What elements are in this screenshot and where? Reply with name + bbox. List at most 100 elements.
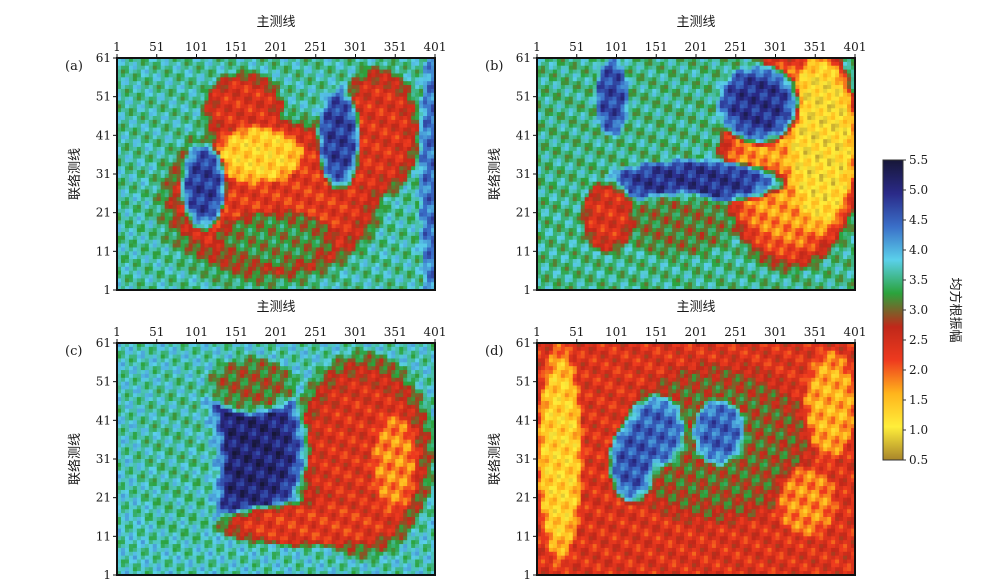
heat-cell xyxy=(371,174,376,178)
heat-cell xyxy=(133,70,138,74)
heat-cell xyxy=(356,93,361,97)
heat-cell xyxy=(340,139,345,143)
heat-cell xyxy=(260,128,265,132)
heat-cell xyxy=(383,178,388,182)
heat-cell xyxy=(200,124,205,128)
heat-cell xyxy=(344,282,349,286)
heat-cell xyxy=(133,267,138,271)
heat-cell xyxy=(181,62,186,66)
heat-cell xyxy=(216,62,221,66)
heat-cell xyxy=(133,259,138,263)
heat-cell xyxy=(348,97,353,101)
heat-cell xyxy=(125,213,130,217)
heat-cell xyxy=(383,228,388,232)
heat-cell xyxy=(216,259,221,263)
heat-cell xyxy=(367,267,372,271)
heat-cell xyxy=(145,228,150,232)
heat-cell xyxy=(391,205,396,209)
heat-cell xyxy=(395,166,400,170)
heat-cell xyxy=(843,62,848,66)
heat-cell xyxy=(189,275,194,279)
heat-cell xyxy=(121,116,126,120)
heat-cell xyxy=(208,182,213,186)
heat-cell xyxy=(185,178,190,182)
heat-cell xyxy=(375,143,380,147)
heat-cell xyxy=(240,197,245,201)
heat-cell xyxy=(288,209,293,213)
heat-cell xyxy=(624,62,629,66)
heat-cell xyxy=(352,182,357,186)
heat-cell xyxy=(332,70,337,74)
heat-cell xyxy=(363,278,368,282)
heat-cell xyxy=(308,66,313,70)
heat-cell xyxy=(316,275,321,279)
heat-cell xyxy=(197,97,202,101)
heat-cell xyxy=(145,93,150,97)
heat-cell xyxy=(244,170,249,174)
heat-cell xyxy=(165,275,170,279)
heat-cell xyxy=(193,108,198,112)
heat-cell xyxy=(208,259,213,263)
heat-cell xyxy=(292,282,297,286)
heat-cell xyxy=(411,178,416,182)
heat-cell xyxy=(379,101,384,105)
heat-cell xyxy=(161,170,166,174)
heat-cell xyxy=(411,162,416,166)
heat-cell xyxy=(256,236,261,240)
heat-cell xyxy=(427,217,432,221)
heat-cell xyxy=(232,205,237,209)
heat-cell xyxy=(300,282,305,286)
heat-cell xyxy=(137,159,142,163)
heat-cell xyxy=(352,73,357,77)
heat-cell xyxy=(300,143,305,147)
heat-cell xyxy=(300,73,305,77)
heat-cell xyxy=(427,159,432,163)
heat-cell xyxy=(427,174,432,178)
heat-cell xyxy=(149,259,154,263)
heat-cell xyxy=(208,174,213,178)
heat-cell xyxy=(260,112,265,116)
heat-cell xyxy=(300,124,305,128)
heat-cell xyxy=(348,224,353,228)
heat-cell xyxy=(169,236,174,240)
heat-cell xyxy=(220,224,225,228)
heat-cell xyxy=(292,108,297,112)
heat-cell xyxy=(252,247,257,251)
heat-cell xyxy=(189,186,194,190)
heat-cell xyxy=(356,131,361,135)
heat-cell xyxy=(363,186,368,190)
heat-cell xyxy=(356,170,361,174)
heat-cell xyxy=(427,139,432,143)
heat-cell xyxy=(248,112,253,116)
heat-cell xyxy=(129,271,134,275)
heat-cell xyxy=(356,213,361,217)
heat-cell xyxy=(137,66,142,70)
heat-cell xyxy=(121,66,126,70)
heat-cell xyxy=(228,135,233,139)
heat-cell xyxy=(121,143,126,147)
heat-cell xyxy=(284,139,289,143)
heat-cell xyxy=(129,178,134,182)
heat-cell xyxy=(280,66,285,70)
heat-cell xyxy=(312,205,317,209)
heat-cell xyxy=(244,178,249,182)
heat-cell xyxy=(399,259,404,263)
heat-cell xyxy=(173,155,178,159)
heat-cell xyxy=(197,128,202,132)
heat-cell xyxy=(121,263,126,267)
panels-group: 1 51 101 151 201 251 301 351 4011112131415161主测线… xyxy=(65,15,866,582)
heat-cell xyxy=(153,228,158,232)
heat-cell xyxy=(379,232,384,236)
heat-cell xyxy=(153,259,158,263)
heat-cell xyxy=(363,244,368,248)
heat-cell xyxy=(236,271,241,275)
heat-cell xyxy=(288,263,293,267)
heat-cell xyxy=(387,124,392,128)
heat-cell xyxy=(169,259,174,263)
heat-cell xyxy=(228,220,233,224)
heat-cell xyxy=(288,247,293,251)
heat-cell xyxy=(371,128,376,132)
heat-cell xyxy=(367,213,372,217)
heat-cell xyxy=(328,139,333,143)
heat-cell xyxy=(200,170,205,174)
